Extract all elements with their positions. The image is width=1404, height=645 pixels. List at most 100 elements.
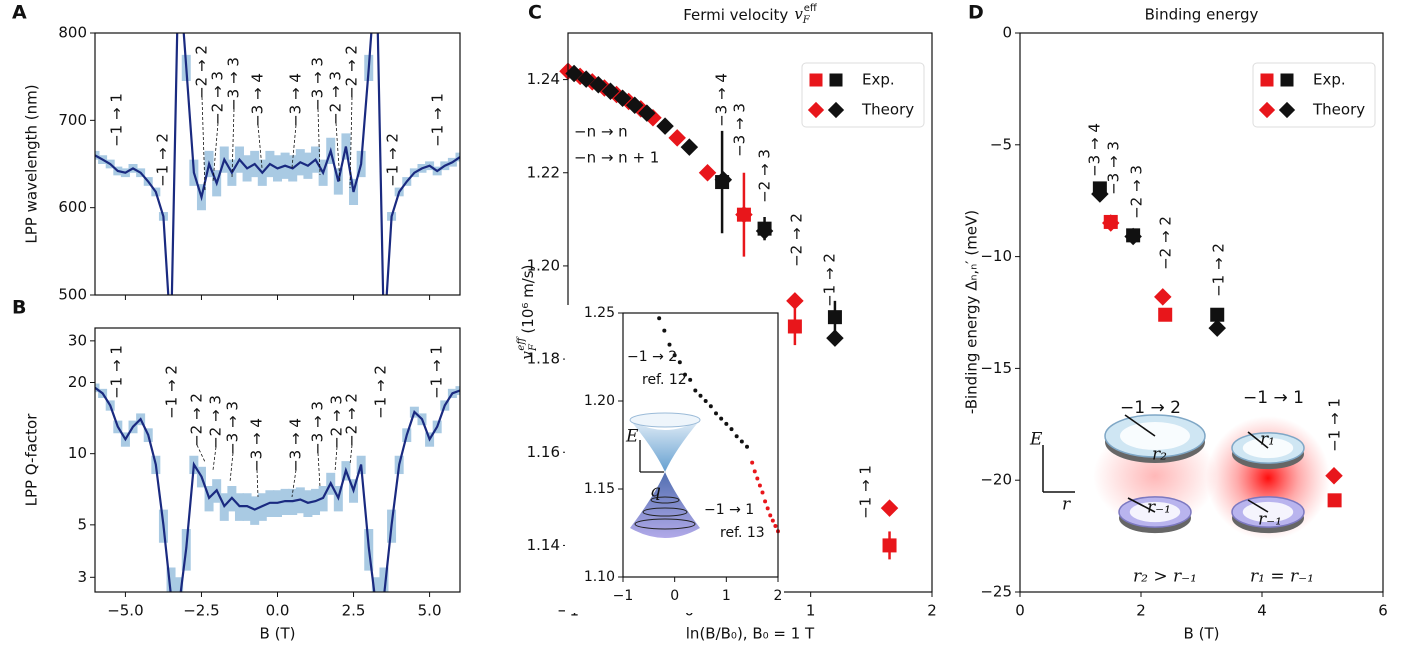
illustration-label: E	[1029, 430, 1043, 450]
panel-label: A	[12, 2, 27, 24]
leader-line	[229, 452, 234, 483]
marker-diamond	[807, 101, 825, 119]
annotation: −2 → 2	[188, 393, 206, 447]
annotation: −2 → 3	[327, 71, 345, 125]
marker-diamond	[1102, 214, 1120, 232]
marker-diamond	[1124, 227, 1142, 246]
leader-line	[317, 108, 321, 176]
chart-title: Binding energy	[1145, 6, 1259, 24]
inset-dot	[757, 483, 762, 488]
x-tick-label: −2.5	[183, 602, 219, 620]
ylabel-sup: eff	[516, 336, 527, 351]
note: −n → n + 1	[574, 149, 659, 167]
y-axis-label: -Binding energy Δₙ,ₙ′ (meV)	[963, 210, 981, 414]
y-tick-label: −15	[980, 359, 1012, 377]
y-tick-label: 800	[58, 24, 87, 42]
marker-diamond	[735, 205, 753, 224]
marker-diamond	[1154, 288, 1172, 306]
legend-label: Exp.	[1313, 71, 1346, 89]
annotation: −1 → 2	[384, 133, 402, 187]
annotation: −2 → 3	[328, 395, 346, 449]
marker-diamond	[680, 138, 699, 156]
y-tick-label: 20	[68, 373, 87, 391]
inset-dot	[768, 513, 773, 518]
cone-ring	[642, 507, 688, 517]
y-tick-label: 1.20	[584, 393, 615, 409]
illustration-label: −1 → 2	[1120, 398, 1181, 418]
cone-rim	[629, 412, 701, 428]
marker-diamond	[714, 170, 733, 189]
x-tick-label: 1	[722, 588, 731, 604]
leader-line	[334, 446, 338, 473]
annotation: −1 → 1	[428, 345, 446, 399]
marker-diamond	[786, 292, 804, 310]
cone-ring	[650, 496, 680, 504]
cone-upper	[630, 420, 700, 472]
y-tick-label: −25	[980, 583, 1012, 601]
inset-dot	[693, 388, 698, 393]
inset-dot	[657, 316, 662, 321]
annotation: −1 → 2	[821, 253, 839, 307]
marker-square	[829, 73, 843, 87]
axis-symbol: E	[625, 427, 639, 447]
y-tick-label: −5	[990, 135, 1012, 153]
annotation: −1 → 2	[372, 365, 390, 419]
marker-diamond	[880, 499, 899, 517]
marker-square	[1158, 307, 1173, 322]
marker-square	[827, 310, 842, 325]
inset-dot	[765, 506, 770, 511]
annotation: −1 → 2	[163, 365, 181, 419]
y-tick-label: 1.10	[584, 569, 615, 585]
annotation: −1 → 2	[1210, 243, 1228, 297]
inset-dot	[752, 469, 757, 474]
inset-label: ref. 12	[642, 372, 687, 388]
leader-line	[349, 444, 353, 466]
annotation: −2 → 2	[193, 45, 211, 99]
marker-diamond	[698, 164, 717, 182]
x-tick-label: 2.5	[342, 602, 366, 620]
marker-square	[1210, 307, 1225, 322]
y-tick-label: 1.16	[527, 443, 560, 461]
annotation: −1 → 1	[429, 93, 447, 147]
panel-label: C	[528, 2, 542, 24]
inset-label: −1 → 2	[627, 349, 677, 365]
marker-diamond	[826, 329, 844, 347]
title-symbol: v	[794, 5, 803, 23]
inset-dot	[745, 444, 749, 449]
marker-diamond	[601, 82, 620, 100]
y-axis-label: vFeff (10⁶ m/s)	[516, 265, 539, 360]
annotation: −3 → 4	[287, 73, 305, 127]
legend-label: Exp.	[862, 71, 895, 89]
illustration-label: r₋₁	[1258, 510, 1282, 530]
illustration-label: −1 → 1	[1243, 388, 1304, 408]
marker-diamond	[668, 129, 686, 147]
marker-diamond	[613, 89, 632, 107]
x-tick-label: −1	[613, 588, 634, 604]
inset-dot	[719, 416, 724, 421]
annotation: −2 → 2	[343, 393, 361, 447]
x-axis-label: ln(B/B₀), B₀ = 1 T	[686, 625, 815, 643]
annotation: −3 → 3	[1105, 141, 1123, 195]
axis-symbol: q	[650, 482, 661, 502]
y-axis-label: LPP Q-factor	[23, 413, 41, 507]
plot-frame	[1019, 32, 1384, 593]
annotation: −3 → 4	[248, 418, 266, 472]
marker-diamond	[1258, 101, 1276, 119]
leader-line	[201, 96, 206, 191]
inset-dot	[698, 393, 703, 398]
y-tick-label: −20	[980, 471, 1012, 489]
marker-diamond	[1278, 101, 1296, 119]
illustration-label: r	[1062, 495, 1071, 515]
plot-frame	[94, 327, 461, 593]
marker-diamond	[565, 64, 583, 83]
inset-dot	[672, 353, 677, 358]
x-tick-label: 5.0	[418, 602, 442, 620]
annotation: −2 → 2	[788, 213, 806, 267]
x-tick-label: 2	[927, 602, 937, 620]
marker-diamond	[656, 117, 674, 135]
y-tick-label: −10	[980, 247, 1012, 265]
panel-label: B	[12, 297, 26, 319]
x-axis-label: B (T)	[260, 625, 296, 643]
y-tick-label: 600	[58, 198, 87, 216]
